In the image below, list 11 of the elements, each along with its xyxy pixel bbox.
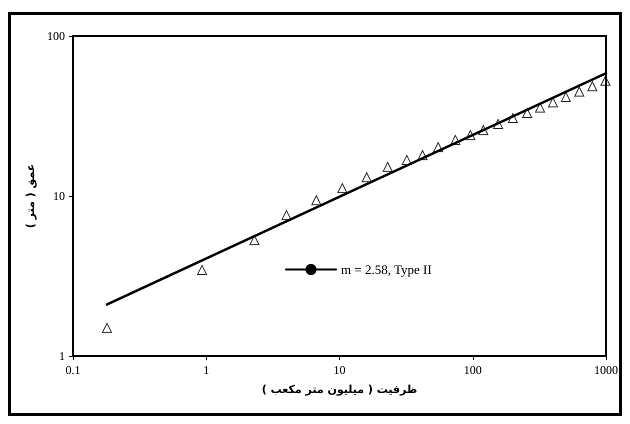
- x-tick-label: 1000: [594, 363, 618, 377]
- y-tick-label: 1: [59, 349, 65, 363]
- y-tick-label: 100: [47, 29, 65, 43]
- y-tick-label: 10: [53, 189, 65, 203]
- y-axis-title: عمق ( متر ): [24, 164, 38, 228]
- x-axis-title: ظرفیت ( میلیون متر مکعب ): [262, 383, 418, 396]
- x-tick-label: 1: [203, 363, 210, 377]
- x-tick-label: 10: [334, 363, 346, 377]
- x-tick-label: 100: [464, 363, 482, 377]
- legend-label: m = 2.58, Type II: [341, 262, 432, 277]
- x-tick-label: 0.1: [66, 363, 80, 377]
